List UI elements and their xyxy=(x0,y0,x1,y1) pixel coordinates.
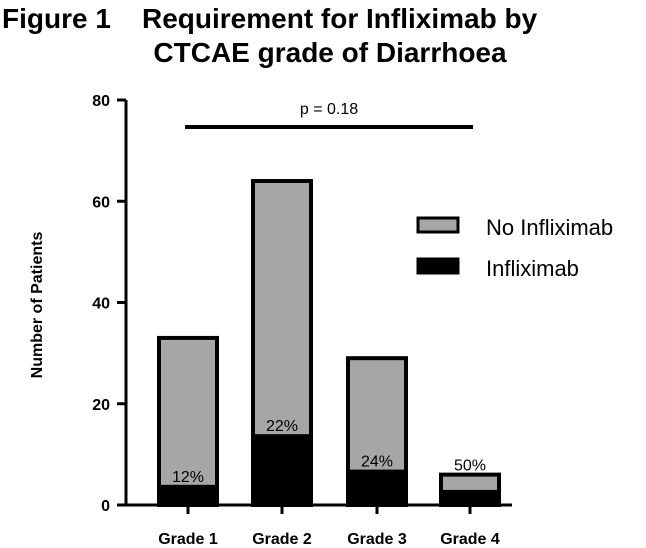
x-tick-label: Grade 2 xyxy=(252,531,312,548)
bar-no-infliximab xyxy=(441,474,499,490)
legend-swatch xyxy=(416,216,460,234)
y-tick-label: 20 xyxy=(92,397,110,414)
bar-infliximab xyxy=(159,484,217,505)
bar-infliximab xyxy=(441,489,499,505)
bar-infliximab xyxy=(253,434,311,505)
figure-label: Figure 1 xyxy=(2,3,111,34)
bar-no-infliximab xyxy=(159,337,217,485)
x-tick-label: Grade 4 xyxy=(440,531,500,548)
bar-no-infliximab xyxy=(253,181,311,435)
percent-label: 12% xyxy=(172,469,204,486)
bar-group: 50% xyxy=(439,458,501,507)
y-axis: 0 20 40 60 80 xyxy=(92,93,128,515)
x-tick-label: Grade 1 xyxy=(158,531,218,548)
percent-label: 24% xyxy=(361,454,393,471)
legend-label: No Infliximab xyxy=(486,215,613,240)
bar-group: 12% xyxy=(157,335,219,507)
y-tick-label: 60 xyxy=(92,194,110,211)
y-axis-label: Number of Patients xyxy=(29,232,46,379)
percent-label: 22% xyxy=(266,418,298,435)
percent-label: 50% xyxy=(454,458,486,475)
p-value-text: p = 0.18 xyxy=(300,101,358,118)
title-line-2: CTCAE grade of Diarrhoea xyxy=(153,37,507,68)
p-value-annotation: p = 0.18 xyxy=(185,101,473,129)
x-tick-label: Grade 3 xyxy=(347,531,407,548)
bar-group: 24% xyxy=(346,356,408,507)
legend-item: No Infliximab xyxy=(416,215,613,240)
y-tick-label: 0 xyxy=(101,498,110,515)
y-tick-label: 40 xyxy=(92,296,110,313)
bar-no-infliximab xyxy=(348,358,406,470)
legend-swatch xyxy=(416,257,460,275)
bar-infliximab xyxy=(348,469,406,505)
bar-group: 22% xyxy=(251,179,313,507)
chart-title: Figure 1 Requirement for Infliximab by CT… xyxy=(0,2,646,70)
legend: No Infliximab Infliximab xyxy=(416,215,613,281)
legend-label: Infliximab xyxy=(486,256,579,281)
title-line-1: Requirement for Infliximab by xyxy=(142,3,538,34)
x-axis: Grade 1 Grade 2 Grade 3 Grade 4 xyxy=(126,503,512,548)
legend-item: Infliximab xyxy=(416,256,579,281)
y-tick-label: 80 xyxy=(92,93,110,110)
